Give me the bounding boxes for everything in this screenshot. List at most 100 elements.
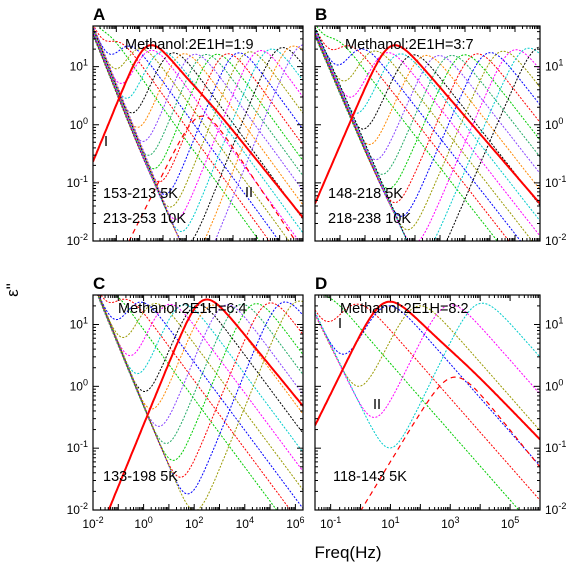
series-curve (315, 305, 540, 467)
series-group (93, 26, 303, 241)
temperature-range-label: 148-218 5K (328, 186, 403, 202)
x-tick-label: 101 (381, 515, 399, 531)
series-curve (98, 295, 303, 509)
series-curve (93, 30, 303, 220)
series-curve (93, 26, 303, 241)
series-curve (93, 33, 303, 206)
plot-frame (92, 25, 304, 242)
series-curve (97, 295, 303, 491)
series-curve (315, 26, 510, 241)
x-tick-label: 10-1 (320, 515, 341, 531)
y-tick-label: 10-2 (67, 232, 88, 248)
series-curve (315, 35, 540, 190)
y-tick-label: 10-1 (545, 439, 566, 455)
x-tick-label: 103 (441, 515, 459, 531)
relaxation-label: II (245, 185, 253, 201)
panel-b: B 10-2 10-1 100 101 Methanol:2E1H=3:7 148-218 … (314, 5, 566, 248)
series-curve (97, 295, 303, 472)
series-curve (93, 33, 303, 196)
y-tick-label: 10-1 (67, 174, 88, 190)
temperature-range-label: 118-143 5K (333, 469, 407, 485)
y-tick-label: 10-1 (67, 439, 88, 455)
panel-d: D 10-2 10-1 100 101 10-1 101 103 105 Methanol:2E1… (314, 274, 566, 531)
series-curve (93, 29, 303, 233)
relaxation-label: II (373, 397, 381, 413)
y-tick-label: 101 (545, 58, 563, 74)
panel-letter: D (315, 274, 327, 293)
panel-title: Methanol:2E1H=1:9 (125, 37, 254, 53)
x-axis-title: Freq(Hz) (314, 543, 381, 562)
y-tick-label: 101 (545, 316, 563, 332)
highlight-curve (107, 298, 303, 510)
series-curve (98, 295, 303, 495)
series-curve (315, 32, 540, 237)
series-curve (100, 295, 292, 510)
series-curve (315, 303, 540, 501)
y-tick-label: 100 (70, 377, 88, 393)
series-curve (315, 34, 540, 222)
highlight-curve (93, 44, 303, 219)
y-tick-label: 10-2 (545, 501, 566, 517)
panel-a: A 10-2 10-1 100 101 Methanol:2E1H=1:9 153-213 … (67, 5, 304, 248)
series-curve (93, 33, 303, 183)
relaxation-label: I (104, 134, 108, 150)
y-tick-label: 100 (545, 116, 563, 132)
series-curve (321, 295, 520, 510)
series-curve (315, 32, 540, 217)
series-curve (315, 305, 540, 431)
temperature-range-label: 153-213 5K (103, 186, 178, 202)
temperature-range-label: 218-238 10K (328, 211, 411, 227)
x-tick-label: 102 (185, 515, 203, 531)
series-group (315, 26, 540, 241)
series-group (96, 295, 303, 510)
series-curve (93, 34, 303, 177)
panel-letter: C (93, 274, 105, 293)
fit-component-curve (360, 376, 540, 510)
y-tick-label: 100 (545, 377, 563, 393)
y-tick-label: 10-1 (545, 174, 566, 190)
series-curve (97, 295, 303, 445)
series-group (315, 295, 540, 510)
series-curve (97, 295, 303, 461)
series-curve (315, 302, 540, 449)
x-tick-label: 104 (236, 515, 254, 531)
y-tick-label: 101 (70, 58, 88, 74)
highlight-curve (315, 300, 540, 441)
series-curve (315, 29, 522, 241)
y-tick-label: 10-2 (67, 501, 88, 517)
x-tick-label: 106 (286, 515, 304, 531)
panels: A 10-2 10-1 100 101 Methanol:2E1H=1:9 153-213 … (67, 5, 567, 531)
series-curve (114, 295, 278, 510)
y-tick-label: 100 (70, 116, 88, 132)
temperature-range-label: 213-253 10K (103, 211, 186, 227)
y-axis-title: ε" (3, 283, 22, 297)
series-curve (93, 32, 303, 208)
panel-title: Methanol:2E1H=8:2 (340, 301, 469, 317)
series-curve (93, 26, 280, 241)
x-tick-label: 10-2 (82, 515, 103, 531)
panel-title: Methanol:2E1H=6:4 (118, 301, 247, 317)
series-curve (97, 295, 303, 478)
plot-frame (314, 294, 541, 511)
panel-c: C 10-2 10-1 100 101 10-2 100 102 104 106 Methanol:… (67, 274, 305, 531)
panel-letter: A (93, 5, 105, 24)
x-tick-label: 105 (501, 515, 519, 531)
plot-frame (92, 294, 304, 511)
panel-title: Methanol:2E1H=3:7 (345, 37, 474, 53)
relaxation-label: I (338, 316, 342, 332)
y-tick-label: 10-2 (545, 232, 566, 248)
series-curve (93, 34, 303, 170)
series-curve (93, 29, 290, 241)
panel-letter: B (315, 5, 327, 24)
series-curve (315, 304, 540, 418)
x-tick-label: 100 (134, 515, 152, 531)
plot-frame (314, 25, 541, 242)
temperature-range-label: 133-198 5K (103, 469, 178, 485)
series-curve (315, 35, 540, 206)
highlight-curve (315, 44, 540, 205)
series-curve (316, 26, 498, 241)
series-curve (93, 26, 270, 241)
fit-component-curve (128, 115, 297, 241)
y-tick-label: 101 (70, 316, 88, 332)
